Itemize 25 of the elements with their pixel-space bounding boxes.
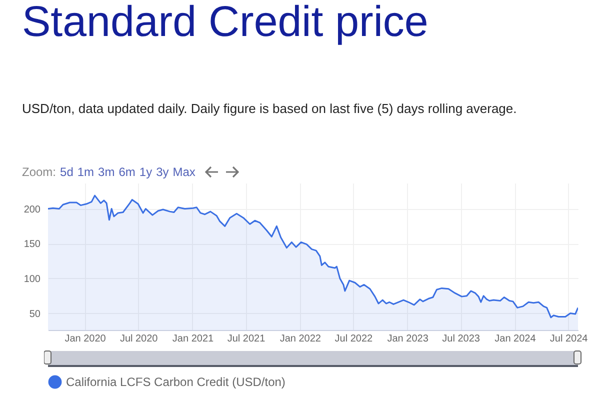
x-tick-label: Jan 2023	[387, 334, 429, 344]
text: 1y	[139, 165, 152, 179]
x-tick-label: Jan 2024	[494, 334, 536, 344]
x-tick-label: Jul 2024	[550, 334, 588, 344]
text: Max	[172, 165, 196, 179]
text: 6m	[118, 165, 136, 179]
x-tick-label: Jan 2022	[280, 334, 322, 344]
legend-label: California LCFS Carbon Credit (USD/ton)	[66, 375, 286, 389]
text: 3m	[98, 165, 115, 179]
x-tick-label: Jan 2021	[172, 334, 214, 344]
text: 1m	[77, 165, 94, 179]
x-tick-label: Jul 2023	[442, 334, 480, 344]
chart-subtitle: USD/ton, data updated daily. Daily figure is based on last five (5) days rolling average.	[22, 101, 517, 116]
y-tick-label: 100	[24, 274, 41, 285]
y-tick-label: 50	[29, 308, 41, 320]
x-tick-label: Jan 2020	[64, 334, 106, 344]
text: 5d	[60, 165, 74, 179]
text: 3y	[156, 165, 169, 179]
chart-title: Standard Credit price	[22, 0, 428, 47]
x-tick-label: Jul 2020	[120, 334, 158, 344]
x-tick-label: Jul 2022	[334, 334, 374, 344]
x-tick-label: Jul 2021	[227, 334, 266, 344]
y-tick-label: 150	[24, 239, 41, 250]
text: Zoom:	[22, 165, 56, 179]
y-tick-label: 200	[24, 204, 41, 216]
